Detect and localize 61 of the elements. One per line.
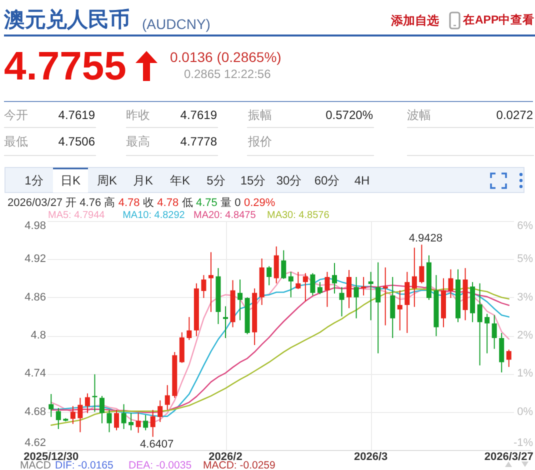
text: 30分	[276, 174, 302, 188]
text: 4.78	[118, 197, 140, 209]
text: 昨收	[126, 108, 150, 122]
y-tick-label: 4.62	[24, 437, 46, 449]
text: 0.0272	[496, 108, 534, 122]
text: 报价	[247, 134, 272, 148]
text: DEA: -0.0035	[128, 460, 192, 470]
text: 量 0	[220, 197, 241, 209]
text: 周K	[96, 174, 118, 188]
text: 4.7506	[58, 134, 96, 148]
text: MACD: -0.0259	[203, 460, 276, 470]
legend: MA5: 4.7944 MA10: 4.8292 MA20: 4.8475 MA30: 4.8576	[48, 210, 330, 221]
text: 1分	[24, 174, 44, 188]
text: 0.2865 12:22:56	[184, 67, 272, 81]
subtitle: (AUDCNY)	[142, 16, 210, 32]
text: 月K	[132, 174, 154, 188]
annotation: 4.6407	[140, 438, 174, 450]
annotation: 4.9428	[408, 232, 443, 245]
x-tick-label: 2026/3/27	[484, 451, 534, 463]
x-tick-label: 2026/3	[354, 451, 388, 463]
text: 4.78	[157, 197, 179, 209]
text: 4.75	[196, 197, 218, 209]
text: MACD	[20, 460, 52, 470]
y-tick-label: 4.92	[24, 253, 46, 266]
text: 最高	[126, 134, 150, 148]
text: 4H	[354, 174, 370, 188]
y-tick-label: 4.86	[24, 291, 46, 304]
text: 2026/03/27 开 4.76 高	[8, 196, 116, 209]
text: 低	[182, 197, 193, 209]
y2-tick-label: 2%	[517, 330, 534, 342]
text: 4.7619	[180, 108, 218, 122]
text: 波幅	[407, 108, 431, 122]
text: 0.5720%	[326, 108, 374, 122]
text: 4.7778	[180, 134, 218, 148]
text: 0.29%	[244, 197, 276, 209]
text: 60分	[314, 174, 340, 188]
y2-tick-label: -1%	[513, 437, 534, 449]
text: 今开	[4, 108, 28, 122]
y-tick-label: 4.74	[24, 368, 46, 380]
text: 15分	[240, 174, 266, 188]
y2-tick-label: 3%	[517, 291, 534, 304]
y-tick-label: 4.8	[30, 330, 46, 342]
text: 4.7619	[58, 108, 96, 122]
text: 最低	[4, 134, 28, 148]
text: 振幅	[248, 108, 272, 122]
y-tick-label: 4.98	[24, 220, 46, 232]
text: 年K	[170, 174, 190, 188]
y2-tick-label: 0%	[517, 406, 534, 418]
y2-tick-label: 1%	[517, 368, 534, 380]
text: 添加自选	[390, 14, 439, 28]
y2-tick-label: 5%	[517, 253, 534, 266]
text: 5分	[206, 174, 226, 188]
text: 收	[142, 197, 154, 209]
text: DIF: -0.0165	[55, 460, 114, 470]
text: 4.7755	[4, 44, 126, 88]
text: 在APP中查看	[462, 12, 535, 26]
title: 澳元兑人民币	[4, 8, 130, 32]
y-tick-label: 4.68	[24, 406, 46, 418]
y2-tick-label: 6%	[517, 220, 534, 232]
tab: 日K	[53, 168, 88, 192]
text: 0.0136 (0.2865%)	[170, 49, 282, 65]
